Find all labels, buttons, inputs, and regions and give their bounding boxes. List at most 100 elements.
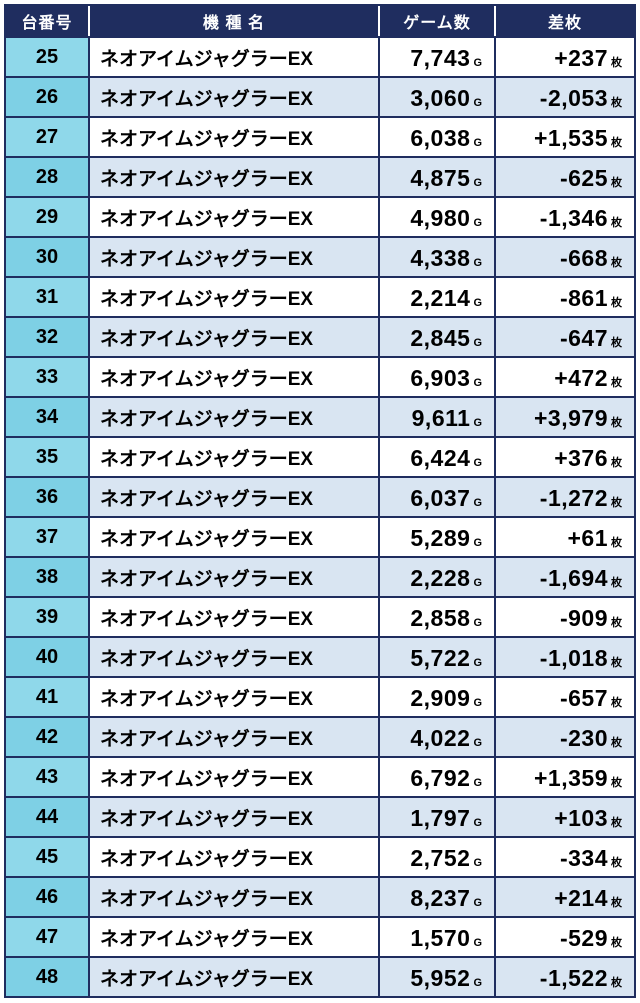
table-row: 28 ネオアイムジャグラーEX 4,875 G -625 枚 xyxy=(6,158,634,196)
game-count-cell: 2,845 G xyxy=(380,318,494,356)
machine-name: ネオアイムジャグラーEX xyxy=(100,528,314,550)
machine-name-cell: ネオアイムジャグラーEX xyxy=(90,198,378,236)
table-row: 33 ネオアイムジャグラーEX 6,903 G +472 枚 xyxy=(6,358,634,396)
game-count-unit: G xyxy=(473,217,482,229)
diff-medals-unit: 枚 xyxy=(611,657,622,669)
diff-medals-unit: 枚 xyxy=(611,537,622,549)
machine-name: ネオアイムジャグラーEX xyxy=(100,248,314,270)
diff-medals-unit: 枚 xyxy=(611,977,622,989)
table-row: 31 ネオアイムジャグラーEX 2,214 G -861 枚 xyxy=(6,278,634,316)
machine-name: ネオアイムジャグラーEX xyxy=(100,888,314,910)
machine-number-cell: 37 xyxy=(6,518,88,556)
diff-medals-unit: 枚 xyxy=(611,217,622,229)
machine-number-cell: 32 xyxy=(6,318,88,356)
machine-name: ネオアイムジャグラーEX xyxy=(100,568,314,590)
diff-medals-unit: 枚 xyxy=(611,577,622,589)
machine-name-cell: ネオアイムジャグラーEX xyxy=(90,118,378,156)
machine-name: ネオアイムジャグラーEX xyxy=(100,88,314,110)
machine-number: 27 xyxy=(35,125,59,148)
machine-name-cell: ネオアイムジャグラーEX xyxy=(90,878,378,916)
game-count-unit: G xyxy=(473,537,482,549)
machine-number: 35 xyxy=(35,445,59,468)
diff-medals-cell: +1,535 枚 xyxy=(496,118,634,156)
machine-name: ネオアイムジャグラーEX xyxy=(100,688,314,710)
machine-number: 37 xyxy=(35,525,59,548)
table-row: 47 ネオアイムジャグラーEX 1,570 G -529 枚 xyxy=(6,918,634,956)
game-count-value: 7,743 xyxy=(410,45,471,71)
machine-name-cell: ネオアイムジャグラーEX xyxy=(90,798,378,836)
machine-name: ネオアイムジャグラーEX xyxy=(100,968,314,990)
table-row: 44 ネオアイムジャグラーEX 1,797 G +103 枚 xyxy=(6,798,634,836)
diff-medals-unit: 枚 xyxy=(611,617,622,629)
diff-medals-unit: 枚 xyxy=(611,97,622,109)
diff-medals-cell: +376 枚 xyxy=(496,438,634,476)
diff-medals-unit: 枚 xyxy=(611,137,622,149)
table-body: 25 ネオアイムジャグラーEX 7,743 G +237 枚 26 ネオアイムジ… xyxy=(6,38,634,996)
machine-name: ネオアイムジャグラーEX xyxy=(100,288,314,310)
diff-medals-unit: 枚 xyxy=(611,337,622,349)
machine-number-cell: 45 xyxy=(6,838,88,876)
machine-number: 33 xyxy=(35,365,59,388)
table-row: 34 ネオアイムジャグラーEX 9,611 G +3,979 枚 xyxy=(6,398,634,436)
game-count-value: 1,797 xyxy=(410,805,471,831)
table-row: 26 ネオアイムジャグラーEX 3,060 G -2,053 枚 xyxy=(6,78,634,116)
game-count-value: 3,060 xyxy=(410,85,471,111)
game-count-cell: 4,875 G xyxy=(380,158,494,196)
game-count-unit: G xyxy=(473,937,482,949)
diff-medals-value: -668 xyxy=(559,245,608,271)
game-count-value: 6,903 xyxy=(410,365,471,391)
game-count-cell: 2,214 G xyxy=(380,278,494,316)
machine-number-cell: 25 xyxy=(6,38,88,76)
diff-medals-value: -1,346 xyxy=(539,205,608,231)
machine-name: ネオアイムジャグラーEX xyxy=(100,48,314,70)
game-count-value: 9,611 xyxy=(411,405,471,431)
machine-name: ネオアイムジャグラーEX xyxy=(100,728,314,750)
game-count-unit: G xyxy=(473,697,482,709)
diff-medals-unit: 枚 xyxy=(611,57,622,69)
diff-medals-cell: -529 枚 xyxy=(496,918,634,956)
game-count-unit: G xyxy=(473,777,482,789)
machine-number-cell: 28 xyxy=(6,158,88,196)
table-row: 37 ネオアイムジャグラーEX 5,289 G +61 枚 xyxy=(6,518,634,556)
game-count-value: 4,980 xyxy=(410,205,471,231)
diff-medals-cell: -625 枚 xyxy=(496,158,634,196)
diff-medals-value: -1,272 xyxy=(539,485,608,511)
diff-medals-cell: -1,346 枚 xyxy=(496,198,634,236)
machine-number: 25 xyxy=(35,45,59,68)
machine-number-cell: 41 xyxy=(6,678,88,716)
machine-name: ネオアイムジャグラーEX xyxy=(100,608,314,630)
machine-number: 34 xyxy=(35,405,59,428)
game-count-value: 2,214 xyxy=(410,285,471,311)
diff-medals-value: +1,359 xyxy=(534,765,608,791)
machine-data-table: 台番号 機 種 名 ゲーム数 差枚 25 ネオアイムジャグラーEX 7,743 … xyxy=(4,4,636,998)
diff-medals-unit: 枚 xyxy=(611,497,622,509)
machine-name-cell: ネオアイムジャグラーEX xyxy=(90,318,378,356)
machine-name-cell: ネオアイムジャグラーEX xyxy=(90,518,378,556)
game-count-cell: 5,722 G xyxy=(380,638,494,676)
machine-name: ネオアイムジャグラーEX xyxy=(100,448,314,470)
machine-number: 48 xyxy=(35,965,59,988)
diff-medals-cell: -668 枚 xyxy=(496,238,634,276)
machine-number: 36 xyxy=(35,485,59,508)
diff-medals-unit: 枚 xyxy=(611,177,622,189)
game-count-unit: G xyxy=(473,417,482,429)
diff-medals-value: +61 xyxy=(567,525,608,551)
machine-name-cell: ネオアイムジャグラーEX xyxy=(90,78,378,116)
game-count-value: 2,858 xyxy=(410,605,471,631)
game-count-unit: G xyxy=(473,137,482,149)
game-count-cell: 6,424 G xyxy=(380,438,494,476)
machine-number: 29 xyxy=(35,205,59,228)
machine-number-cell: 33 xyxy=(6,358,88,396)
game-count-unit: G xyxy=(473,457,482,469)
table-row: 36 ネオアイムジャグラーEX 6,037 G -1,272 枚 xyxy=(6,478,634,516)
diff-medals-value: +472 xyxy=(554,365,608,391)
machine-number-cell: 40 xyxy=(6,638,88,676)
diff-medals-unit: 枚 xyxy=(611,737,622,749)
diff-medals-value: -1,018 xyxy=(539,645,608,671)
game-count-cell: 5,952 G xyxy=(380,958,494,996)
header-machine-number: 台番号 xyxy=(6,6,88,36)
diff-medals-cell: -230 枚 xyxy=(496,718,634,756)
game-count-unit: G xyxy=(473,657,482,669)
game-count-cell: 4,338 G xyxy=(380,238,494,276)
game-count-unit: G xyxy=(473,297,482,309)
